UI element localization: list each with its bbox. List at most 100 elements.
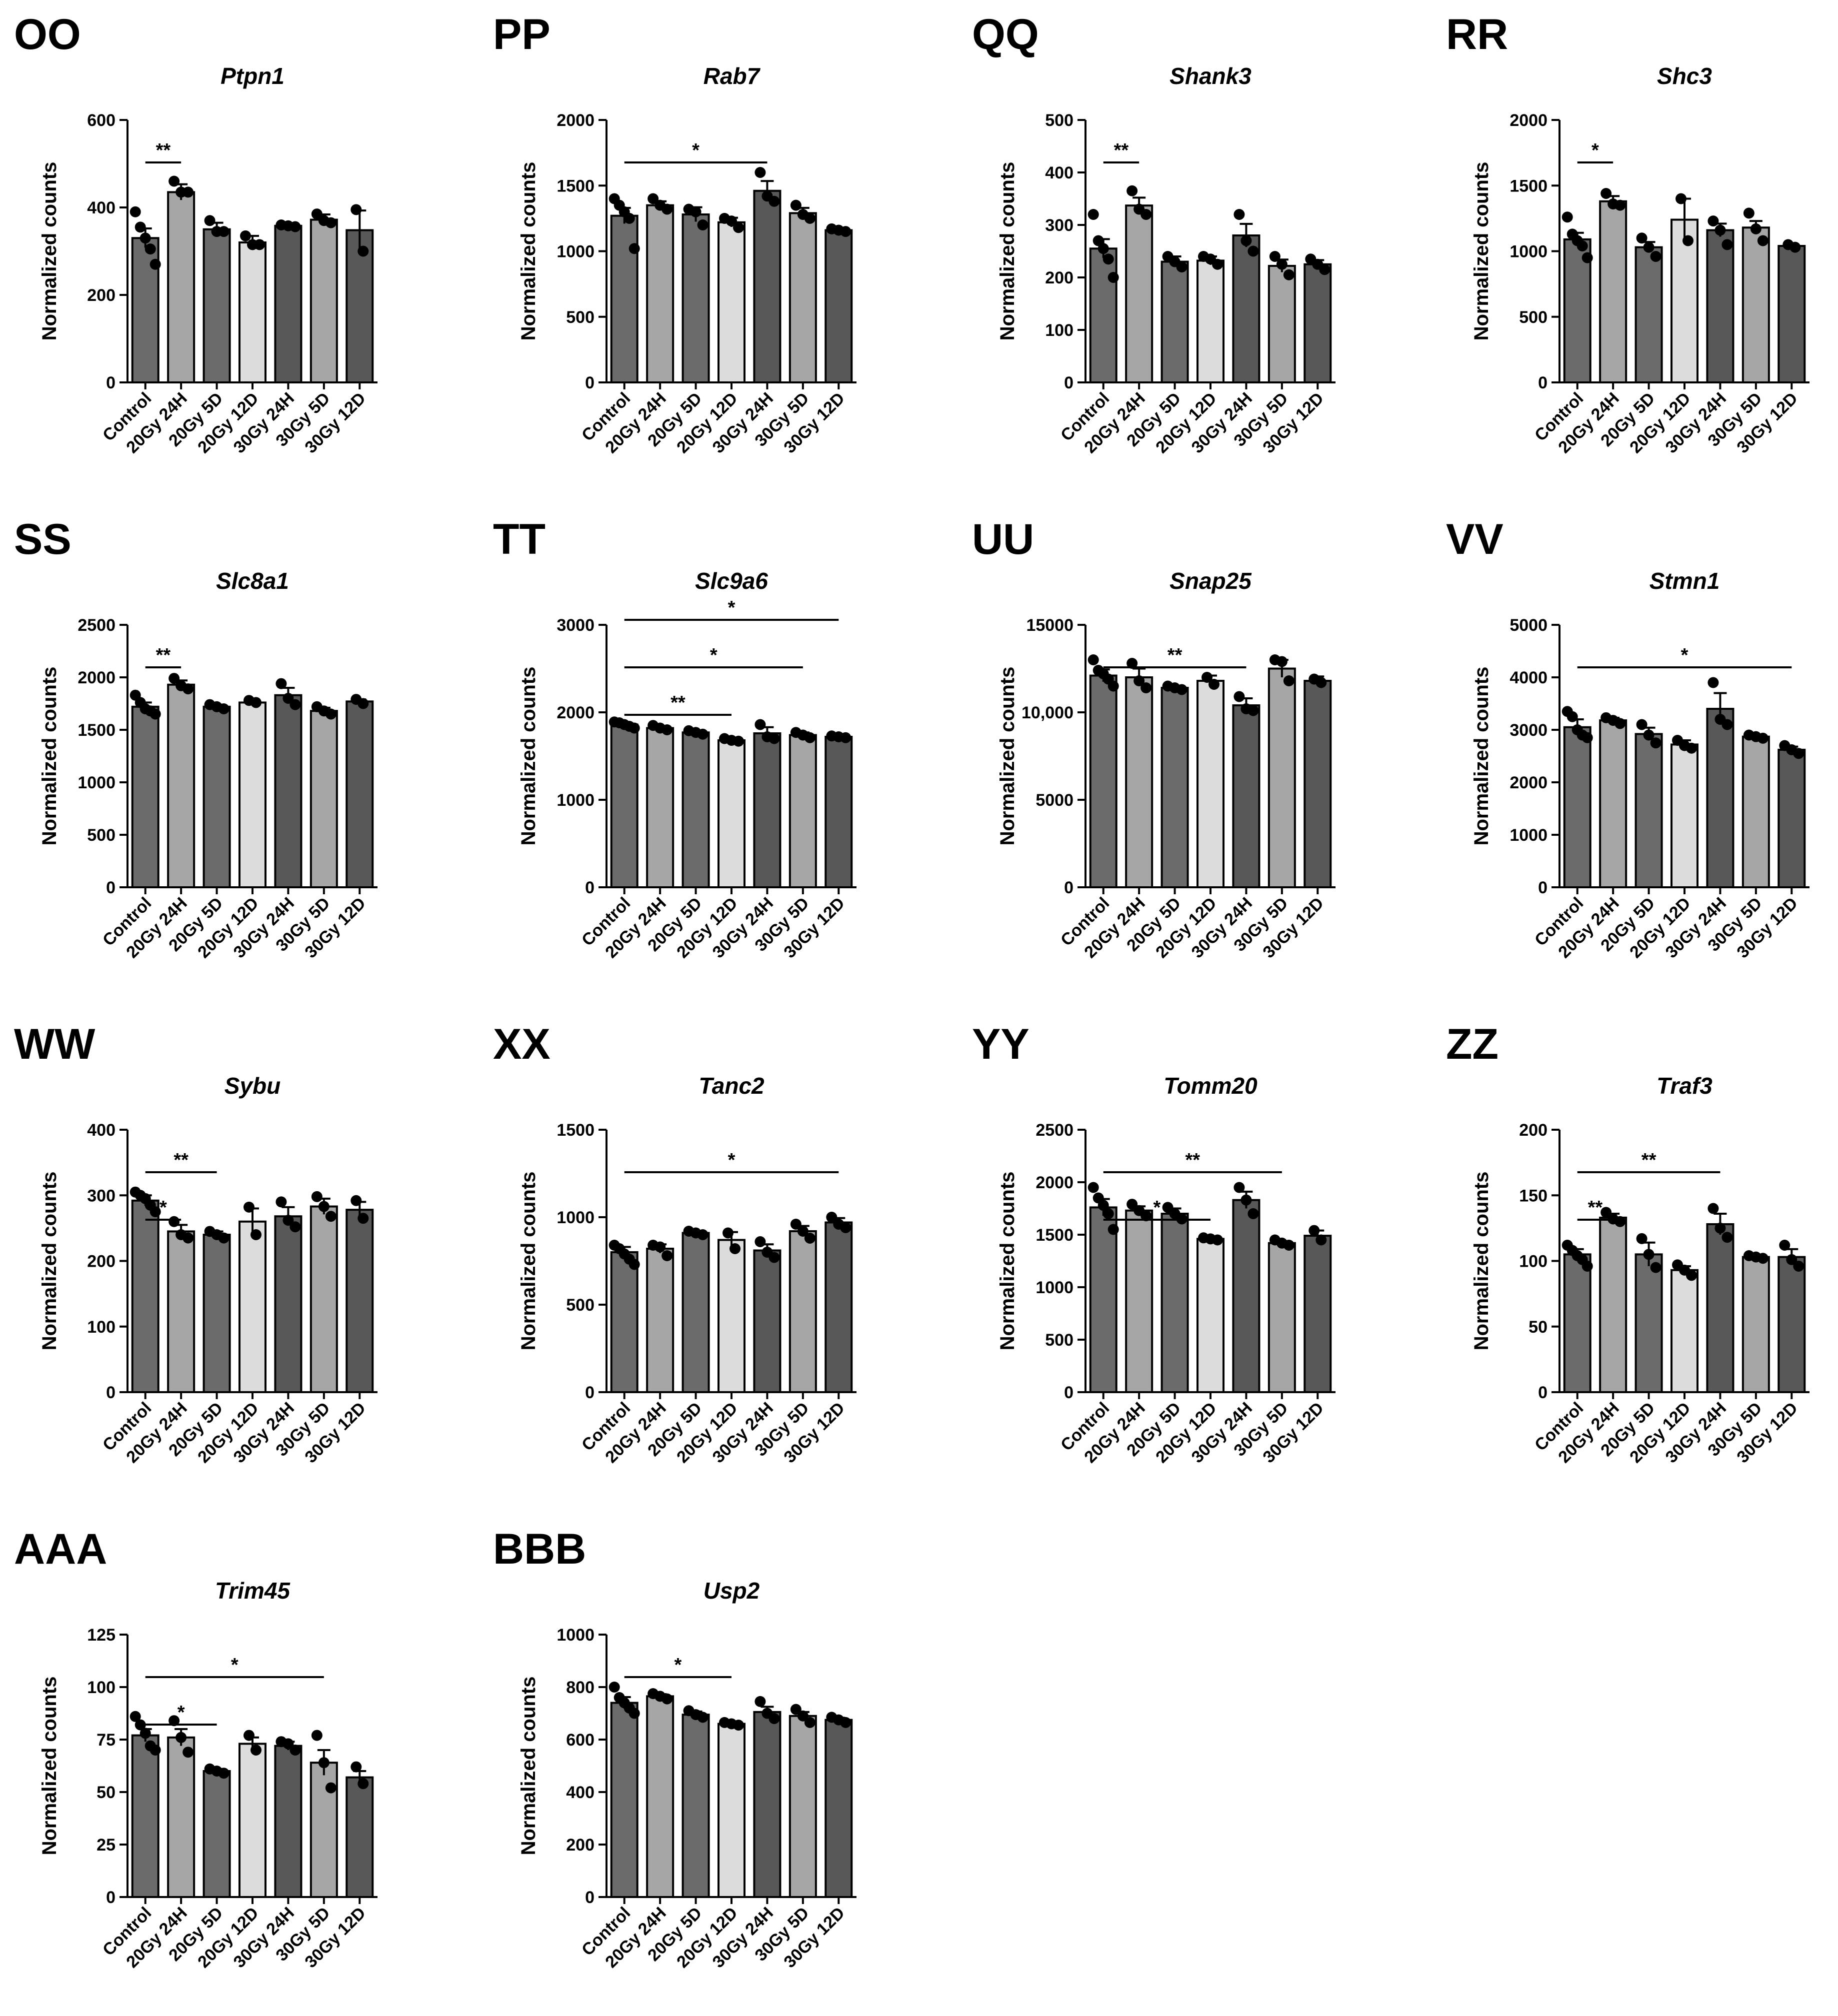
data-point bbox=[218, 703, 230, 714]
bar bbox=[167, 1736, 196, 1899]
panel-letter: BBB bbox=[493, 1525, 586, 1573]
y-tick-label: 500 bbox=[87, 826, 116, 845]
bar bbox=[1268, 1242, 1296, 1394]
data-point bbox=[358, 1213, 369, 1224]
y-tick-label: 400 bbox=[1045, 163, 1074, 182]
y-axis-label: Normalized counts bbox=[996, 667, 1018, 846]
y-tick-label: 800 bbox=[566, 1678, 594, 1697]
data-point bbox=[1714, 1222, 1726, 1234]
data-point bbox=[134, 1719, 146, 1731]
y-tick-label: 2000 bbox=[1510, 111, 1548, 130]
sig-label: ** bbox=[174, 1150, 188, 1171]
bar bbox=[1634, 1253, 1663, 1393]
y-tick-label: 2000 bbox=[1510, 773, 1548, 792]
data-point bbox=[1098, 243, 1109, 254]
data-point bbox=[311, 208, 322, 220]
data-point bbox=[1614, 199, 1626, 211]
y-tick-label: 5000 bbox=[1036, 791, 1074, 810]
data-point bbox=[840, 1222, 852, 1233]
sig-label: ** bbox=[1114, 140, 1129, 161]
data-point bbox=[318, 1201, 330, 1212]
data-point bbox=[1134, 675, 1145, 686]
bar bbox=[1742, 1256, 1770, 1393]
data-point bbox=[1750, 223, 1762, 234]
bar bbox=[1232, 234, 1260, 383]
bar bbox=[718, 739, 746, 888]
data-point bbox=[1088, 654, 1099, 665]
bar bbox=[1599, 719, 1628, 888]
data-point bbox=[826, 1212, 838, 1223]
data-point bbox=[722, 1227, 734, 1239]
chart-title: Stmn1 bbox=[1650, 568, 1720, 594]
data-point bbox=[804, 1717, 816, 1728]
data-point bbox=[1643, 729, 1654, 741]
y-tick-label: 400 bbox=[87, 1121, 116, 1140]
y-tick-label: 400 bbox=[87, 198, 116, 217]
bar bbox=[1196, 259, 1224, 384]
data-point bbox=[218, 1232, 230, 1244]
y-tick-label: 1000 bbox=[556, 1626, 594, 1645]
data-point bbox=[1108, 1224, 1119, 1235]
data-point bbox=[1316, 1234, 1327, 1246]
panel-letter: AAA bbox=[14, 1525, 107, 1573]
data-point bbox=[282, 1738, 294, 1750]
bar bbox=[310, 710, 338, 888]
data-point bbox=[1283, 269, 1294, 280]
data-point bbox=[733, 1720, 744, 1731]
y-tick-label: 50 bbox=[1528, 1318, 1548, 1337]
data-point bbox=[1582, 1261, 1593, 1272]
data-point bbox=[250, 697, 262, 708]
data-point bbox=[726, 215, 737, 227]
y-tick-label: 1000 bbox=[556, 242, 594, 261]
data-point bbox=[662, 1250, 673, 1261]
y-tick-label: 100 bbox=[87, 1678, 116, 1697]
y-tick-label: 15000 bbox=[1026, 616, 1074, 635]
y-tick-label: 600 bbox=[566, 1731, 594, 1750]
data-point bbox=[1793, 1261, 1804, 1272]
data-point bbox=[358, 698, 369, 709]
data-point bbox=[754, 167, 766, 178]
y-tick-label: 200 bbox=[87, 1252, 116, 1271]
bar bbox=[646, 1695, 674, 1898]
bar bbox=[824, 1221, 853, 1393]
y-tick-label: 150 bbox=[1519, 1186, 1548, 1205]
bar bbox=[824, 1719, 853, 1898]
data-point bbox=[648, 193, 659, 204]
data-point bbox=[350, 204, 362, 215]
bar bbox=[718, 1239, 746, 1393]
y-axis-label: Normalized counts bbox=[1470, 1172, 1492, 1351]
data-point bbox=[840, 732, 852, 743]
bar bbox=[131, 705, 160, 889]
panel-letter: PP bbox=[493, 10, 550, 58]
data-point bbox=[1614, 718, 1626, 729]
y-tick-label: 0 bbox=[1538, 373, 1548, 392]
panel-letter: YY bbox=[972, 1020, 1030, 1068]
data-point bbox=[168, 1715, 180, 1727]
data-point bbox=[325, 1211, 336, 1222]
sig-label: ** bbox=[156, 140, 171, 161]
data-point bbox=[1212, 258, 1223, 270]
bar bbox=[1089, 247, 1118, 383]
bar bbox=[1563, 1253, 1592, 1393]
data-point bbox=[1140, 682, 1152, 693]
y-tick-label: 400 bbox=[566, 1783, 594, 1802]
y-tick-label: 2000 bbox=[1036, 1173, 1074, 1192]
data-point bbox=[204, 215, 216, 226]
y-tick-label: 1000 bbox=[1036, 1278, 1074, 1297]
data-point bbox=[768, 1252, 780, 1263]
y-tick-label: 0 bbox=[1064, 373, 1074, 392]
data-point bbox=[325, 217, 336, 228]
bar bbox=[646, 204, 674, 383]
data-point bbox=[1162, 1202, 1174, 1213]
data-point bbox=[790, 1704, 802, 1715]
data-point bbox=[1234, 691, 1245, 702]
chart-title: Ptpn1 bbox=[220, 63, 284, 89]
data-point bbox=[1316, 677, 1327, 688]
data-point bbox=[768, 1713, 780, 1724]
data-point bbox=[350, 1761, 362, 1773]
data-point bbox=[1757, 732, 1768, 744]
data-point bbox=[140, 1728, 151, 1739]
sig-label: * bbox=[728, 1150, 736, 1171]
